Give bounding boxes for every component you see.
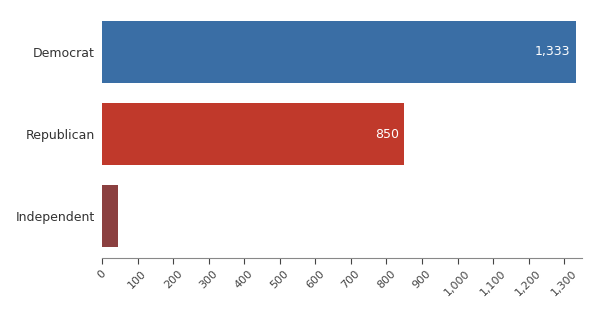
Text: 850: 850 bbox=[375, 127, 399, 141]
Text: 1,333: 1,333 bbox=[535, 45, 571, 59]
Bar bbox=[102, 21, 576, 83]
Bar bbox=[102, 185, 118, 247]
Bar bbox=[102, 103, 404, 165]
